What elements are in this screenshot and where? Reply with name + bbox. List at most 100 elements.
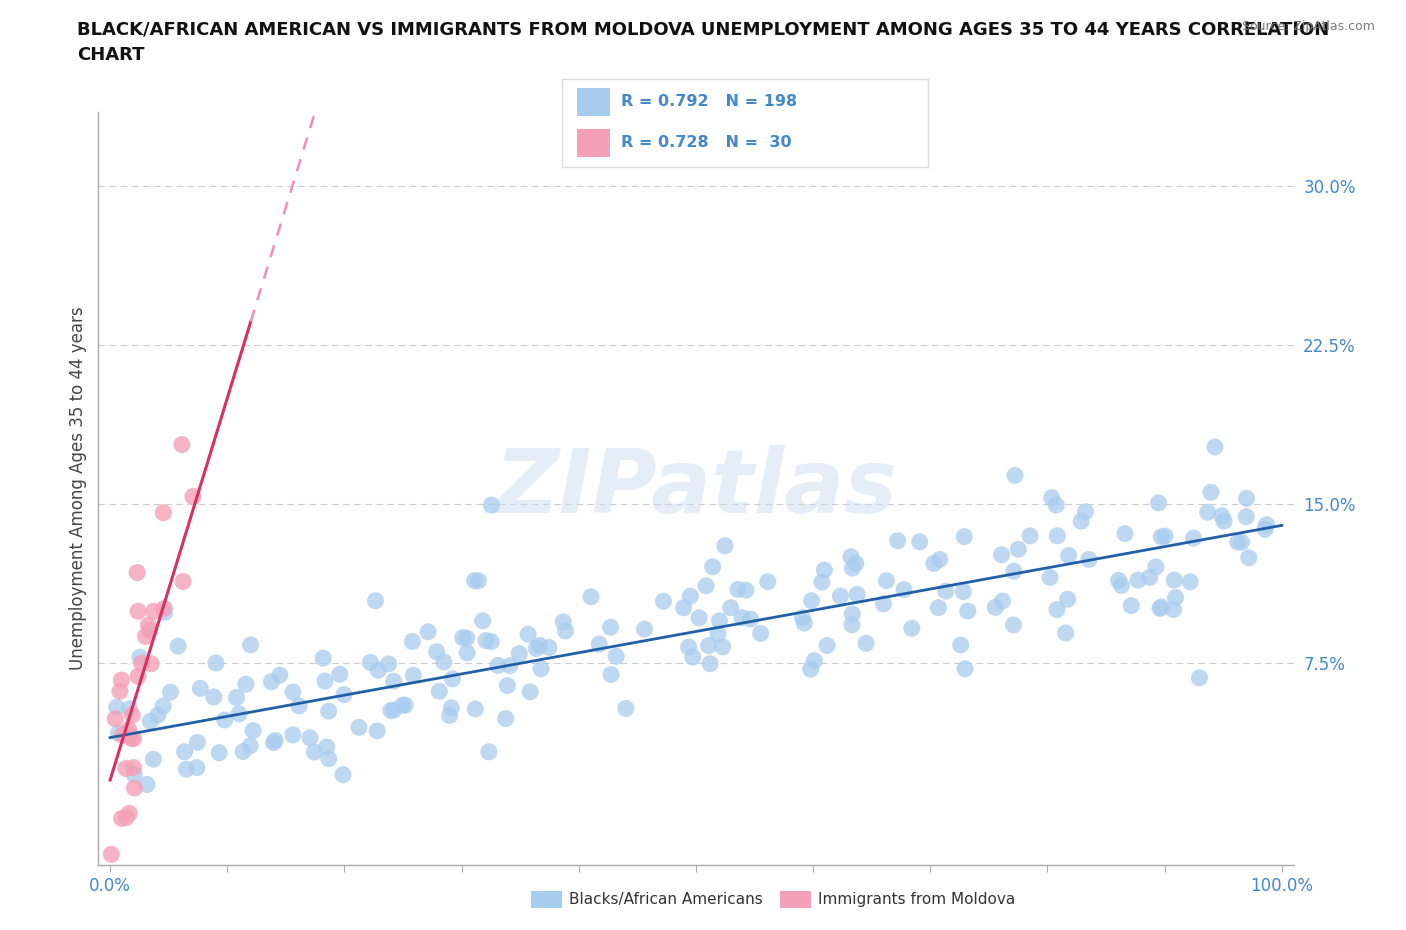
- Point: [188, 681, 211, 696]
- Point: [735, 583, 758, 598]
- Point: [928, 552, 950, 567]
- Point: [232, 744, 254, 759]
- Point: [1256, 517, 1278, 532]
- Point: [990, 547, 1012, 562]
- Point: [239, 738, 262, 753]
- Point: [1040, 490, 1063, 505]
- Point: [479, 634, 502, 649]
- Point: [1046, 528, 1069, 543]
- Point: [839, 550, 862, 565]
- Point: [269, 668, 291, 683]
- Point: [118, 701, 141, 716]
- Point: [1054, 626, 1077, 641]
- Text: Immigrants from Moldova: Immigrants from Moldova: [818, 892, 1015, 907]
- Point: [1163, 602, 1185, 617]
- Point: [318, 704, 340, 719]
- Point: [138, 618, 160, 632]
- Point: [756, 575, 779, 590]
- Point: [845, 556, 868, 571]
- Point: [1074, 504, 1097, 519]
- Point: [439, 708, 461, 723]
- Point: [127, 604, 149, 618]
- Point: [118, 727, 141, 742]
- Point: [524, 641, 547, 656]
- Point: [1150, 600, 1173, 615]
- Point: [108, 684, 131, 698]
- Point: [537, 640, 560, 655]
- Point: [599, 620, 621, 635]
- Point: [893, 582, 915, 597]
- Point: [111, 811, 134, 826]
- Point: [886, 533, 908, 548]
- Text: Source: ZipAtlas.com: Source: ZipAtlas.com: [1241, 20, 1375, 33]
- Point: [697, 638, 720, 653]
- Point: [118, 806, 141, 821]
- Point: [225, 690, 247, 705]
- Point: [652, 593, 675, 608]
- Point: [1211, 509, 1233, 524]
- Point: [441, 671, 464, 686]
- Point: [714, 538, 737, 553]
- Point: [1199, 485, 1222, 499]
- Point: [1057, 548, 1080, 563]
- Point: [153, 601, 176, 616]
- Point: [110, 672, 132, 687]
- Point: [1004, 468, 1026, 483]
- Point: [202, 689, 225, 704]
- Point: [1213, 513, 1236, 528]
- Point: [120, 731, 142, 746]
- Point: [709, 613, 731, 628]
- Point: [142, 751, 165, 766]
- Point: [519, 684, 541, 699]
- Point: [678, 640, 700, 655]
- Point: [127, 565, 149, 580]
- Point: [1144, 560, 1167, 575]
- Point: [478, 744, 501, 759]
- Point: [1121, 598, 1143, 613]
- Point: [228, 707, 250, 722]
- Point: [129, 650, 152, 665]
- Point: [456, 631, 478, 645]
- Point: [633, 621, 655, 636]
- Point: [1236, 491, 1258, 506]
- Point: [471, 613, 494, 628]
- Text: R = 0.792   N = 198: R = 0.792 N = 198: [621, 94, 797, 109]
- Point: [495, 711, 517, 726]
- Point: [1150, 529, 1173, 544]
- Point: [1197, 505, 1219, 520]
- Point: [115, 761, 138, 776]
- Point: [1002, 618, 1025, 632]
- Point: [688, 610, 710, 625]
- Point: [298, 730, 321, 745]
- Point: [1147, 496, 1170, 511]
- Point: [176, 762, 198, 777]
- Point: [314, 673, 336, 688]
- Point: [281, 684, 304, 699]
- Point: [139, 623, 162, 638]
- Point: [846, 587, 869, 602]
- Point: [205, 656, 228, 671]
- Point: [1237, 551, 1260, 565]
- Point: [956, 604, 979, 618]
- Point: [288, 698, 311, 713]
- Point: [1182, 531, 1205, 546]
- Point: [426, 644, 449, 659]
- Point: [364, 593, 387, 608]
- Point: [402, 668, 425, 683]
- Point: [263, 735, 285, 750]
- Point: [872, 596, 894, 611]
- Point: [122, 731, 145, 746]
- Point: [1149, 601, 1171, 616]
- Point: [264, 733, 287, 748]
- Point: [927, 600, 949, 615]
- Point: [731, 610, 754, 625]
- Point: [104, 711, 127, 726]
- Point: [720, 600, 742, 615]
- Point: [173, 744, 195, 759]
- Point: [695, 578, 717, 593]
- Point: [134, 629, 156, 644]
- Point: [394, 698, 416, 712]
- Point: [855, 636, 877, 651]
- Point: [517, 627, 540, 642]
- Point: [152, 698, 174, 713]
